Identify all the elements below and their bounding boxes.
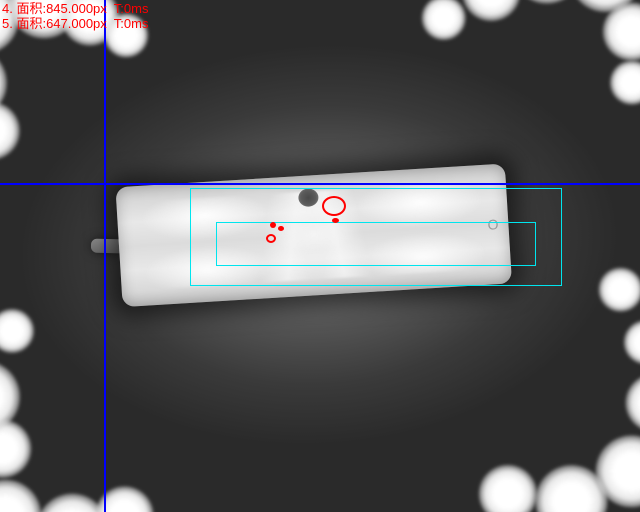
part-end-mark: O: [487, 216, 499, 233]
inspection-viewport: O 4. 面积:845.000px T:0ms 5. 面积:647.000px …: [0, 0, 640, 512]
camera-image-plane: O: [0, 0, 640, 512]
inspected-part: O: [115, 164, 512, 308]
